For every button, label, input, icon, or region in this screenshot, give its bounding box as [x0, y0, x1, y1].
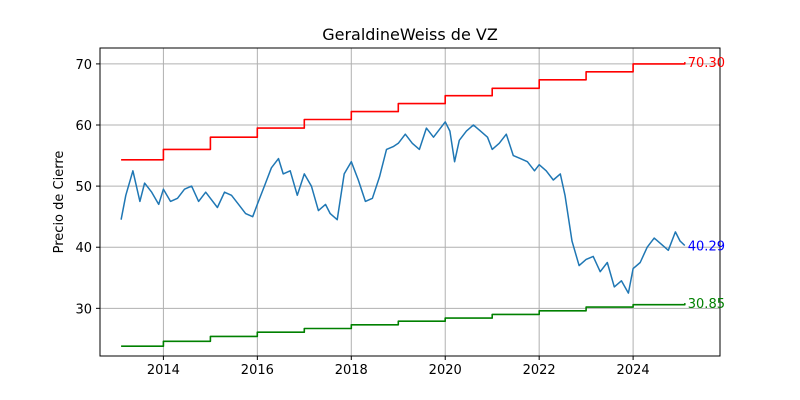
y-axis-label: Precio de Cierre — [52, 151, 67, 254]
end-labels: 70.30 40.29 30.85 — [688, 56, 725, 312]
series-line-sobrevalorado — [121, 62, 686, 161]
chart-title: GeraldineWeiss de VZ — [322, 25, 498, 44]
end-value-label: 30.85 — [688, 297, 725, 312]
grid — [100, 48, 720, 356]
x-tick-label: 2020 — [429, 363, 462, 378]
end-value-label: 40.29 — [688, 239, 725, 254]
end-value-label: 70.30 — [688, 56, 725, 71]
x-tick-label: 2018 — [335, 363, 368, 378]
x-tick-label: 2024 — [617, 363, 650, 378]
x-tick-label: 2014 — [147, 363, 180, 378]
y-tick-label: 60 — [75, 119, 92, 134]
y-tick-label: 70 — [75, 58, 92, 73]
series-line-precio — [120, 121, 686, 294]
y-tick-label: 30 — [75, 302, 92, 317]
plot-frame — [99, 47, 721, 357]
ticks: 2014 2016 2018 2020 2022 2024 30 40 50 60 70 — [75, 58, 649, 378]
y-tick-label: 40 — [75, 241, 92, 256]
x-tick-label: 2022 — [523, 363, 556, 378]
series-line-infravalorado — [121, 303, 686, 348]
x-tick-label: 2016 — [241, 363, 274, 378]
y-tick-label: 50 — [75, 180, 92, 195]
series-layer — [120, 62, 686, 348]
